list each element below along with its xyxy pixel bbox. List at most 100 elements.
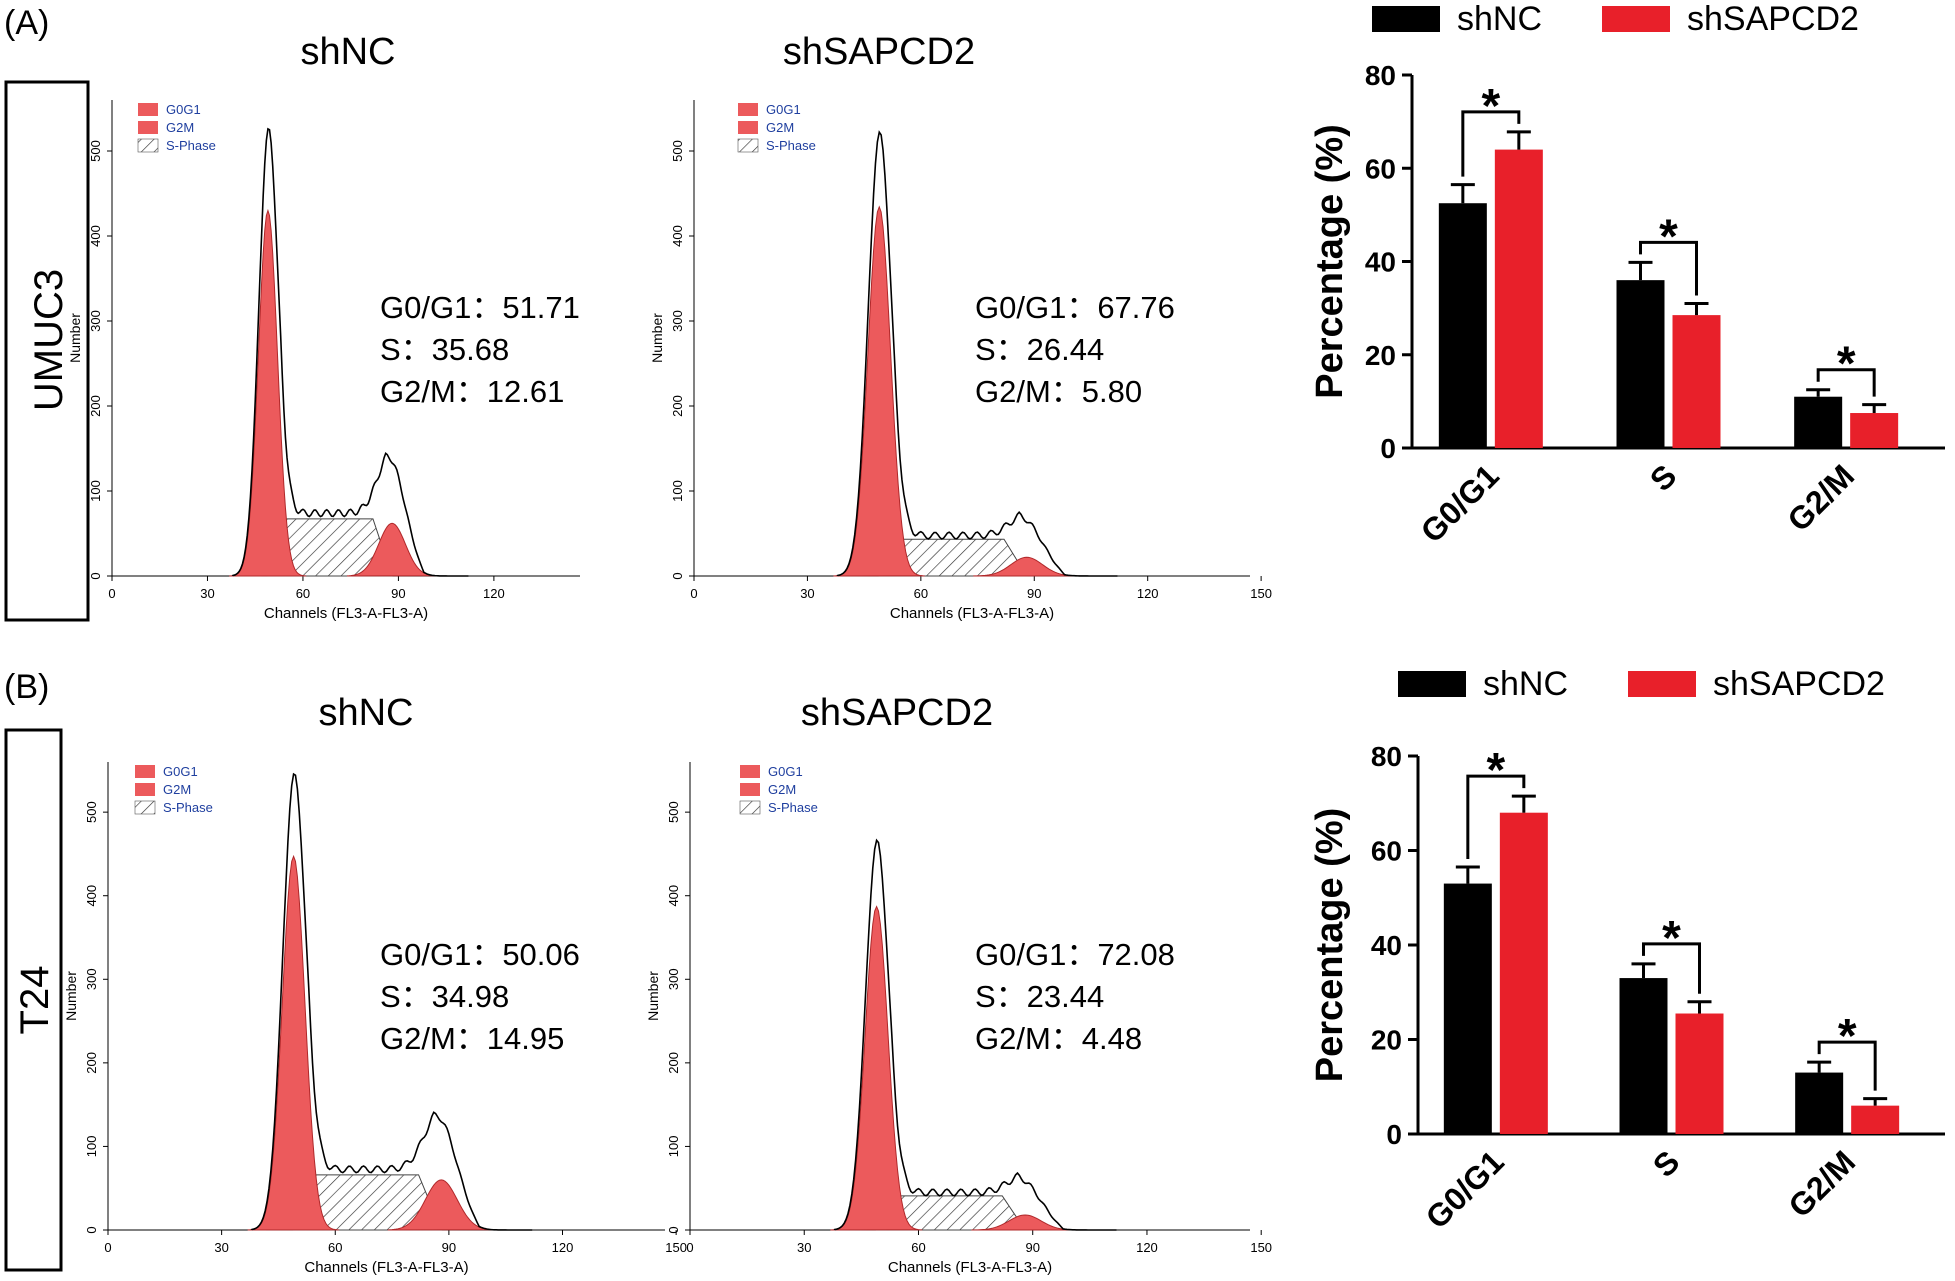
category-label: G0/G1 (1414, 457, 1506, 549)
cell-line-label-t24: T24 (13, 966, 57, 1035)
histogram-umuc3-shsapcd2: shSAPCD2 0 30 60 90 120 150 0 100 200 300 400 500 Cha… (649, 31, 1272, 622)
bar-shnc-s (1616, 280, 1665, 448)
bar-shnc-g2m (1794, 396, 1843, 448)
y-tick-label: 0 (1380, 433, 1396, 464)
x-tick-label: 30 (200, 586, 214, 601)
legend-label: shNC (1483, 665, 1568, 703)
bar-shnc-g2m (1795, 1072, 1844, 1134)
category-label: G2/M (1780, 457, 1861, 538)
significance-star: * (1481, 80, 1500, 133)
legend-swatch (738, 103, 758, 116)
y-tick-label: 400 (670, 225, 685, 247)
legend-swatch (738, 121, 758, 134)
y-tick-label: 60 (1365, 153, 1396, 184)
significance-bracket (1817, 1040, 1877, 1091)
significance-star: * (1837, 338, 1856, 391)
phase-stat: G0/G1：51.71 (380, 290, 580, 325)
y-tick-label: 300 (88, 310, 103, 332)
legend-label: G0G1 (166, 102, 201, 117)
observed-histogram-line (836, 130, 1118, 577)
y-tick-label: 500 (84, 801, 99, 823)
panel-label-b: (B) (4, 668, 49, 706)
g0g1-peak (247, 854, 340, 1231)
phase-stat: S：35.68 (380, 332, 509, 367)
y-tick-label: 400 (84, 885, 99, 907)
y-tick-label: 0 (670, 572, 685, 579)
observed-histogram-line (251, 772, 533, 1231)
g0g1-peak (830, 905, 923, 1231)
histogram-umuc3-shnc: shNC 0 30 60 90 120 0 100 200 300 400 500 Channels (… (67, 31, 580, 622)
cell-line-label-umuc3: UMUC3 (27, 269, 71, 411)
y-tick-label: 80 (1371, 741, 1402, 772)
y-tick-label: 0 (88, 572, 103, 579)
category-label: S (1646, 1143, 1687, 1184)
legend-label: G2M (163, 782, 191, 797)
legend-swatch-hatch (137, 138, 159, 153)
phase-stat: S：34.98 (380, 979, 509, 1014)
y-axis-label: Percentage (%) (1309, 808, 1351, 1083)
legend-label: G2M (766, 120, 794, 135)
category-label: S (1643, 457, 1684, 498)
x-tick-label: 90 (442, 1240, 456, 1255)
legend-swatch (135, 783, 155, 796)
y-tick-label: 0 (84, 1226, 99, 1233)
legend-label: G0G1 (766, 102, 801, 117)
phase-stat: G0/G1：50.06 (380, 937, 580, 972)
y-tick-label: 300 (666, 968, 681, 990)
y-tick-label: 500 (666, 801, 681, 823)
x-tick-label: 150 (665, 1240, 687, 1255)
phase-stat: S：26.44 (975, 332, 1104, 367)
category-label: G0/G1 (1419, 1143, 1511, 1235)
y-tick-label: 400 (88, 225, 103, 247)
x-tick-label: 90 (391, 586, 405, 601)
x-tick-label: 60 (911, 1240, 925, 1255)
y-tick-label: 200 (88, 395, 103, 417)
legend-swatch (1398, 671, 1466, 697)
y-tick-label: 100 (84, 1136, 99, 1158)
x-tick-label: 120 (1137, 586, 1159, 601)
histogram-title: shNC (318, 692, 413, 734)
significance-star: * (1838, 1010, 1857, 1063)
bar-shsapcd2-g2m (1850, 413, 1899, 448)
y-tick-label: 200 (666, 1052, 681, 1074)
legend-label: G0G1 (768, 764, 803, 779)
histogram-title: shSAPCD2 (783, 31, 975, 73)
bar-shnc-s (1619, 978, 1668, 1134)
y-tick-label: 400 (666, 885, 681, 907)
observed-histogram-line (232, 127, 469, 577)
significance-star: * (1659, 210, 1678, 263)
y-axis-label: Number (67, 313, 83, 363)
y-tick-label: 300 (84, 968, 99, 990)
histogram-t24-shnc: shNC 0 30 60 90 120 150 0 100 200 300 400 500 Channel… (63, 692, 687, 1276)
legend-label: S-Phase (166, 138, 216, 153)
observed-histogram-line (833, 838, 1117, 1231)
x-tick-label: 0 (686, 1240, 693, 1255)
g0g1-peak (833, 205, 925, 577)
significance-bracket (1642, 942, 1701, 994)
x-tick-label: 0 (108, 586, 115, 601)
x-axis-label: Channels (FL3-A-FL3-A) (890, 605, 1054, 622)
bar-chart-umuc3: shNC shSAPCD2 0 20 40 60 80 Percentage (%) * G0/G… (1309, 0, 1945, 550)
bar-shsapcd2-g0g1 (1494, 149, 1543, 448)
legend-swatch (135, 765, 155, 778)
x-tick-label: 0 (104, 1240, 111, 1255)
legend-swatch-hatch (737, 138, 759, 153)
y-tick-label: 40 (1365, 247, 1396, 278)
bar-shsapcd2-s (1675, 1013, 1724, 1134)
panel-label-a: (A) (4, 4, 49, 42)
x-tick-label: 120 (483, 586, 505, 601)
cell-line-box-umuc3: UMUC3 (4, 80, 90, 622)
g2m-peak (971, 1214, 1079, 1231)
x-tick-label: 30 (800, 586, 814, 601)
legend-swatch-hatch (134, 800, 156, 815)
y-tick-label: 200 (670, 395, 685, 417)
legend-swatch (1628, 671, 1696, 697)
cell-line-box-t24: T24 (4, 728, 63, 1272)
significance-bracket (1466, 774, 1526, 860)
legend-label: S-Phase (768, 800, 818, 815)
phase-stat: S：23.44 (975, 979, 1104, 1014)
x-tick-label: 30 (214, 1240, 228, 1255)
phase-stat: G2/M：4.48 (975, 1021, 1142, 1056)
bar-shsapcd2-g0g1 (1499, 812, 1548, 1134)
